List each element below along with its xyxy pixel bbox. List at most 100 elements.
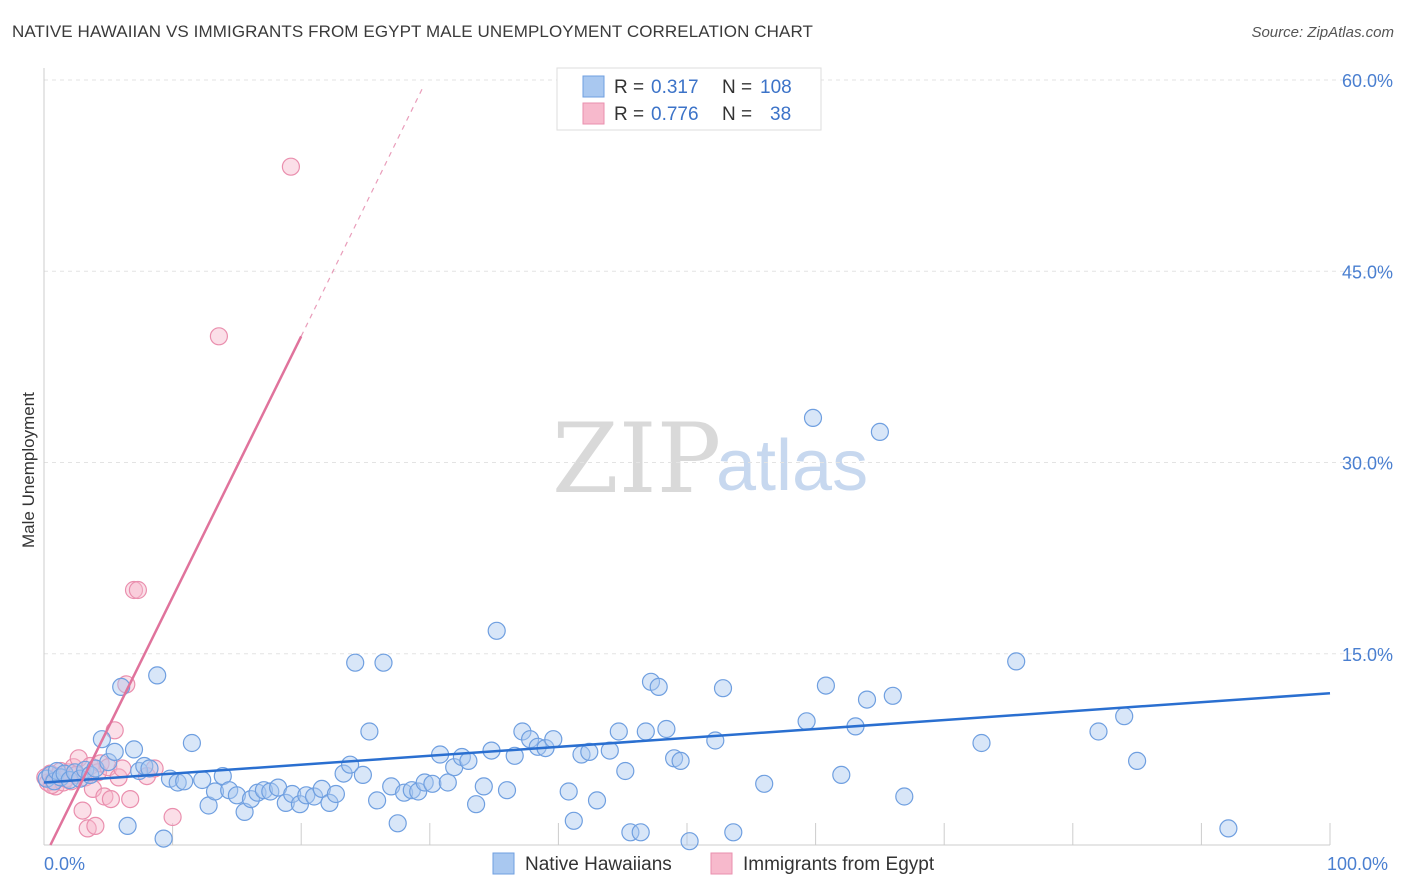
hawaiian-point [487,621,506,640]
egypt-point [124,580,144,600]
hawaiian-point [724,823,743,842]
correlation-legend: R = 0.317 N = 108 R = 0.776 N = 38 [556,67,822,131]
axes [43,68,1331,846]
hawaiian-point [290,795,309,814]
hawaiian-point [636,722,655,741]
hawaiian-point [154,829,173,848]
hawaiian-point [680,832,699,851]
hawaiian-point [616,761,635,781]
series-label-hawaiians: Native Hawaiians [525,854,672,875]
hawaiian-point [564,811,583,830]
y-tick-label: 60.0% [1342,71,1393,91]
hawaiian-point [334,764,353,783]
egypt-trend-line [49,335,303,846]
hawaiian-point [474,777,493,796]
hawaiian-point [140,759,159,778]
source-credit: Source: ZipAtlas.com [1251,24,1394,41]
legend-n-label-2: N = [722,104,752,125]
legend-r-value-2: 0.776 [651,104,699,125]
chart-title: NATIVE HAWAIIAN VS IMMIGRANTS FROM EGYPT… [12,22,814,41]
egypt-point [101,789,121,809]
grid-lines [44,79,1394,655]
hawaiian-point [609,722,628,741]
egypt-point [209,327,228,346]
hawaiian-point [559,782,578,801]
egypt-point [128,580,147,600]
hawaiian-point [797,712,816,731]
hawaiian-point [227,786,246,805]
hawaiian-point [175,772,194,791]
hawaiian-point [353,765,372,785]
hawaiian-point [1115,707,1134,726]
hawaiian-point [497,781,517,800]
hawaiian-point [505,746,524,765]
legend-r-value-1: 0.317 [651,77,699,98]
legend-r-label-2: R = [614,104,644,125]
legend-n-value-1: 108 [760,77,792,98]
hawaiian-point [1007,652,1026,671]
hawaiian-point [649,677,668,697]
hawaiian-point [409,782,428,801]
hawaiian-point [254,781,273,800]
hawaiian-point [972,733,991,753]
hawaiian-point [205,782,225,801]
egypt-point [163,807,182,827]
hawaiian-point [99,752,118,772]
hawaiian-point [1127,751,1147,771]
x-tick-label-min: 0.0% [44,854,85,874]
hawaiian-point [513,722,532,741]
hawaiian-point [544,730,563,749]
hawaiian-point [415,773,434,792]
hawaiian-point [713,679,733,698]
hawaiian-point [671,751,690,771]
hawaiian-point [297,786,316,805]
hawaiian-point [621,823,640,842]
egypt-point [73,801,92,820]
legend-r-label-1: R = [614,77,644,98]
hawaiian-point [276,793,295,813]
egypt-point [86,816,105,836]
x-tick-label-max: 100.0% [1327,854,1388,874]
hawaiian-point [320,793,339,813]
watermark-atlas: atlas [716,426,868,506]
y-tick-label: 30.0% [1342,454,1393,474]
legend-swatch-egypt [582,102,605,125]
hawaiian-point [118,816,137,836]
y-axis-label: Male Unemployment [19,392,38,548]
hawaiian-point [803,408,823,427]
hawaiian-point [883,686,902,705]
hawaiian-point [587,791,607,810]
hawaiian-trend-line [43,692,1331,784]
hawaiian-point [374,653,393,672]
hawaiian-point [360,722,379,741]
legend-swatch-hawaiians [582,75,605,98]
hawaiian-point [388,814,407,833]
watermark-zip: ZIP [552,403,721,515]
hawaiian-point [631,823,650,842]
series-swatch-hawaiians [492,852,515,875]
y-tick-label: 15.0% [1342,645,1393,665]
hawaiian-point [312,779,331,799]
hawaiian-point [105,742,124,762]
hawaiian-point [467,795,486,814]
egypt-point [121,789,140,809]
hawaiian-point [283,784,302,804]
egypt-points [36,157,300,838]
hawaiian-point [459,751,478,771]
hawaiian-point [326,784,345,804]
hawaiian-point [124,740,144,759]
hawaiian-point [182,733,201,753]
legend-n-label-1: N = [722,77,752,98]
hawaiian-point [1089,722,1108,741]
hawaiian-point [438,773,457,792]
hawaiian-point [1219,819,1238,838]
series-swatch-egypt [710,852,733,875]
hawaiian-point [346,653,365,672]
y-tick-labels: 15.0% 30.0% 45.0% 60.0% [1342,71,1393,665]
hawaiian-point [580,742,599,762]
hawaiian-point [148,666,167,685]
hawaiian-point [423,774,442,793]
hawaiian-point [870,422,890,441]
series-legend: Native Hawaiians Immigrants from Egypt [492,852,935,875]
